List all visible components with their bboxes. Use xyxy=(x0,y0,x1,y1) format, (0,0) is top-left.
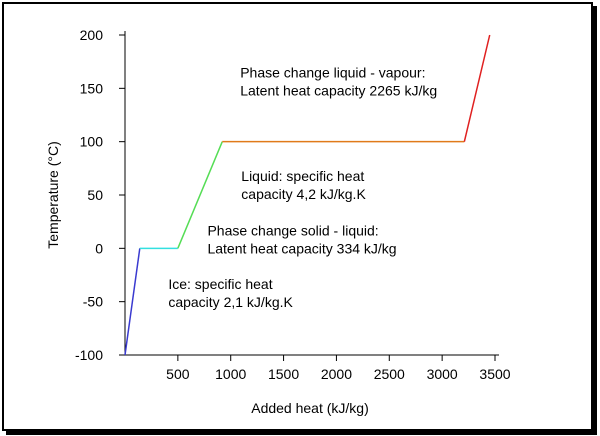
annotation: Liquid: specific heat capacity 4,2 kJ/kg.… xyxy=(241,168,366,202)
x-tick-label: 500 xyxy=(166,366,190,382)
axes xyxy=(124,31,499,356)
x-axis-label: Added heat (kJ/kg) xyxy=(251,400,369,416)
y-tick-label: -100 xyxy=(75,347,103,363)
annotation: Ice: specific heat capacity 2,1 kJ/kg.K xyxy=(168,276,293,310)
y-tick-label: 0 xyxy=(95,240,103,256)
x-tick-label: 1000 xyxy=(215,366,246,382)
y-tick-label: 50 xyxy=(87,187,103,203)
y-tick-label: -50 xyxy=(83,294,103,310)
heating-curve-chart: 500 1000 1500 2000 2500 3000 3500 -100 -50 0 50 100… xyxy=(45,27,511,416)
annotation-line: Phase change liquid - vapour: xyxy=(240,65,425,81)
x-tick-label: 2000 xyxy=(321,366,352,382)
x-tick-label: 2500 xyxy=(374,366,405,382)
annotation-line: capacity 2,1 kJ/kg.K xyxy=(168,294,293,310)
y-tick-label: 100 xyxy=(80,134,104,150)
annotation-line: Phase change solid - liquid: xyxy=(207,223,378,239)
x-tick-label: 1500 xyxy=(268,366,299,382)
annotation: Phase change solid - liquid: Latent heat … xyxy=(207,223,396,257)
annotation-line: Latent heat capacity 334 kJ/kg xyxy=(207,241,396,257)
y-axis-label: Temperature (°C) xyxy=(45,141,61,249)
curve-segment xyxy=(177,141,223,249)
annotation-line: Latent heat capacity 2265 kJ/kg xyxy=(240,83,437,99)
annotation: Phase change liquid - vapour: Latent heat… xyxy=(240,65,437,99)
x-tick-label: 3500 xyxy=(479,366,510,382)
x-tick-label: 3000 xyxy=(427,366,458,382)
annotation-line: capacity 4,2 kJ/kg.K xyxy=(241,186,366,202)
y-tick-label: 150 xyxy=(80,80,104,96)
annotation-line: Ice: specific heat xyxy=(168,276,272,292)
annotation-line: Liquid: specific heat xyxy=(241,168,364,184)
curve-segment xyxy=(463,34,491,142)
curve-segment xyxy=(124,248,141,356)
y-tick-label: 200 xyxy=(80,27,104,43)
chart-frame: 500 1000 1500 2000 2500 3000 3500 -100 -50 0 50 100… xyxy=(2,2,593,431)
